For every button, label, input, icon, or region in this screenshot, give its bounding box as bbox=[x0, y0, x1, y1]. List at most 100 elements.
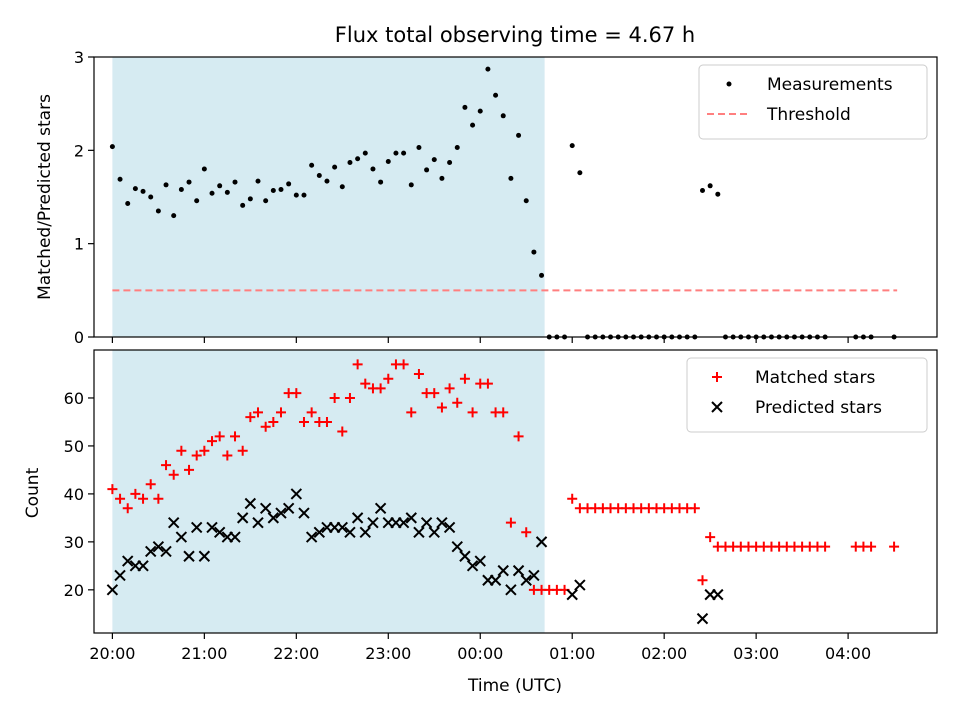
data-point bbox=[436, 516, 448, 529]
data-point bbox=[351, 512, 364, 524]
data-point bbox=[715, 191, 721, 197]
top-y-axis-label: Matched/Predicted stars bbox=[35, 94, 55, 300]
data-point bbox=[305, 531, 318, 543]
x-tick-label: 01:00 bbox=[549, 644, 595, 663]
data-point bbox=[237, 445, 248, 456]
data-point bbox=[459, 550, 471, 562]
data-point bbox=[508, 175, 514, 181]
data-point bbox=[175, 531, 188, 543]
data-point bbox=[191, 450, 202, 461]
data-point bbox=[290, 488, 303, 500]
data-point bbox=[194, 198, 200, 204]
data-point bbox=[163, 182, 169, 188]
data-point bbox=[339, 184, 345, 190]
data-point bbox=[236, 512, 249, 524]
data-point bbox=[726, 81, 732, 87]
data-point bbox=[201, 166, 207, 172]
data-point bbox=[230, 431, 241, 442]
data-point bbox=[122, 503, 133, 514]
data-point bbox=[452, 397, 463, 408]
data-point bbox=[267, 512, 280, 524]
data-point bbox=[352, 359, 363, 370]
data-point bbox=[176, 445, 187, 456]
data-point bbox=[171, 213, 177, 219]
x-tick-label: 22:00 bbox=[273, 644, 319, 663]
x-tick-label: 20:00 bbox=[89, 644, 135, 663]
data-point bbox=[240, 202, 246, 208]
data-point bbox=[178, 187, 184, 193]
data-point bbox=[439, 175, 445, 181]
data-point bbox=[523, 198, 529, 204]
bottom-panel: 20 30 40 50 60 20:00 21:00 22:00 23:00 00:00 01:00… bbox=[64, 349, 938, 663]
data-point bbox=[153, 493, 164, 504]
data-point bbox=[336, 521, 349, 534]
legend-label: Predicted stars bbox=[755, 398, 882, 418]
data-point bbox=[329, 392, 340, 403]
data-point bbox=[344, 392, 355, 403]
data-point bbox=[367, 516, 379, 529]
data-point bbox=[712, 372, 722, 382]
data-point bbox=[298, 507, 310, 519]
legend-label: Matched stars bbox=[755, 368, 875, 388]
data-point bbox=[206, 521, 218, 534]
data-point bbox=[359, 526, 372, 538]
data-point bbox=[378, 179, 384, 185]
data-point bbox=[145, 545, 157, 558]
data-point bbox=[385, 159, 391, 165]
data-point bbox=[454, 145, 460, 151]
data-point bbox=[332, 164, 338, 170]
data-point bbox=[160, 545, 172, 558]
data-point bbox=[278, 187, 284, 193]
data-point bbox=[498, 407, 509, 418]
data-point bbox=[429, 388, 440, 399]
data-point bbox=[539, 272, 545, 278]
x-axis-label: Time (UTC) bbox=[467, 676, 562, 696]
data-point bbox=[531, 249, 537, 255]
data-point bbox=[431, 157, 437, 163]
data-point bbox=[521, 527, 532, 538]
data-point bbox=[428, 526, 440, 538]
data-point bbox=[214, 431, 225, 442]
data-point bbox=[512, 564, 525, 577]
x-tick-label: 00:00 bbox=[457, 644, 503, 663]
data-point bbox=[222, 450, 233, 461]
data-point bbox=[424, 167, 430, 173]
data-point bbox=[474, 555, 486, 567]
data-point bbox=[213, 526, 226, 538]
data-point bbox=[406, 407, 417, 418]
data-point bbox=[161, 460, 172, 471]
chart-title: Flux total observing time = 4.67 h bbox=[335, 23, 695, 47]
data-point bbox=[107, 484, 118, 495]
data-point bbox=[106, 584, 119, 596]
data-point bbox=[252, 516, 264, 529]
data-point bbox=[889, 541, 900, 552]
data-point bbox=[405, 512, 417, 524]
data-point bbox=[420, 516, 433, 529]
data-point bbox=[489, 574, 502, 586]
x-tick-label: 02:00 bbox=[641, 644, 687, 663]
legend-label: Threshold bbox=[766, 105, 851, 125]
data-point bbox=[309, 162, 315, 168]
data-point bbox=[467, 407, 478, 418]
data-point bbox=[436, 402, 447, 413]
data-point bbox=[497, 564, 509, 577]
data-point bbox=[516, 132, 522, 138]
data-point bbox=[505, 584, 517, 596]
data-point bbox=[186, 179, 192, 185]
data-point bbox=[444, 383, 455, 394]
data-point bbox=[199, 445, 210, 456]
y-tick-label: 0 bbox=[74, 328, 84, 347]
plot-frame bbox=[93, 56, 938, 338]
data-point bbox=[168, 469, 179, 480]
data-point bbox=[224, 189, 230, 195]
data-point bbox=[360, 378, 371, 389]
y-tick-label: 3 bbox=[74, 48, 84, 67]
data-point bbox=[259, 502, 272, 514]
x-tick-label: 21:00 bbox=[181, 644, 227, 663]
data-point bbox=[321, 416, 332, 427]
data-point bbox=[337, 426, 348, 437]
series-predicted-stars bbox=[106, 488, 724, 625]
data-point bbox=[109, 144, 115, 150]
data-point bbox=[190, 521, 203, 534]
data-point bbox=[413, 526, 425, 538]
